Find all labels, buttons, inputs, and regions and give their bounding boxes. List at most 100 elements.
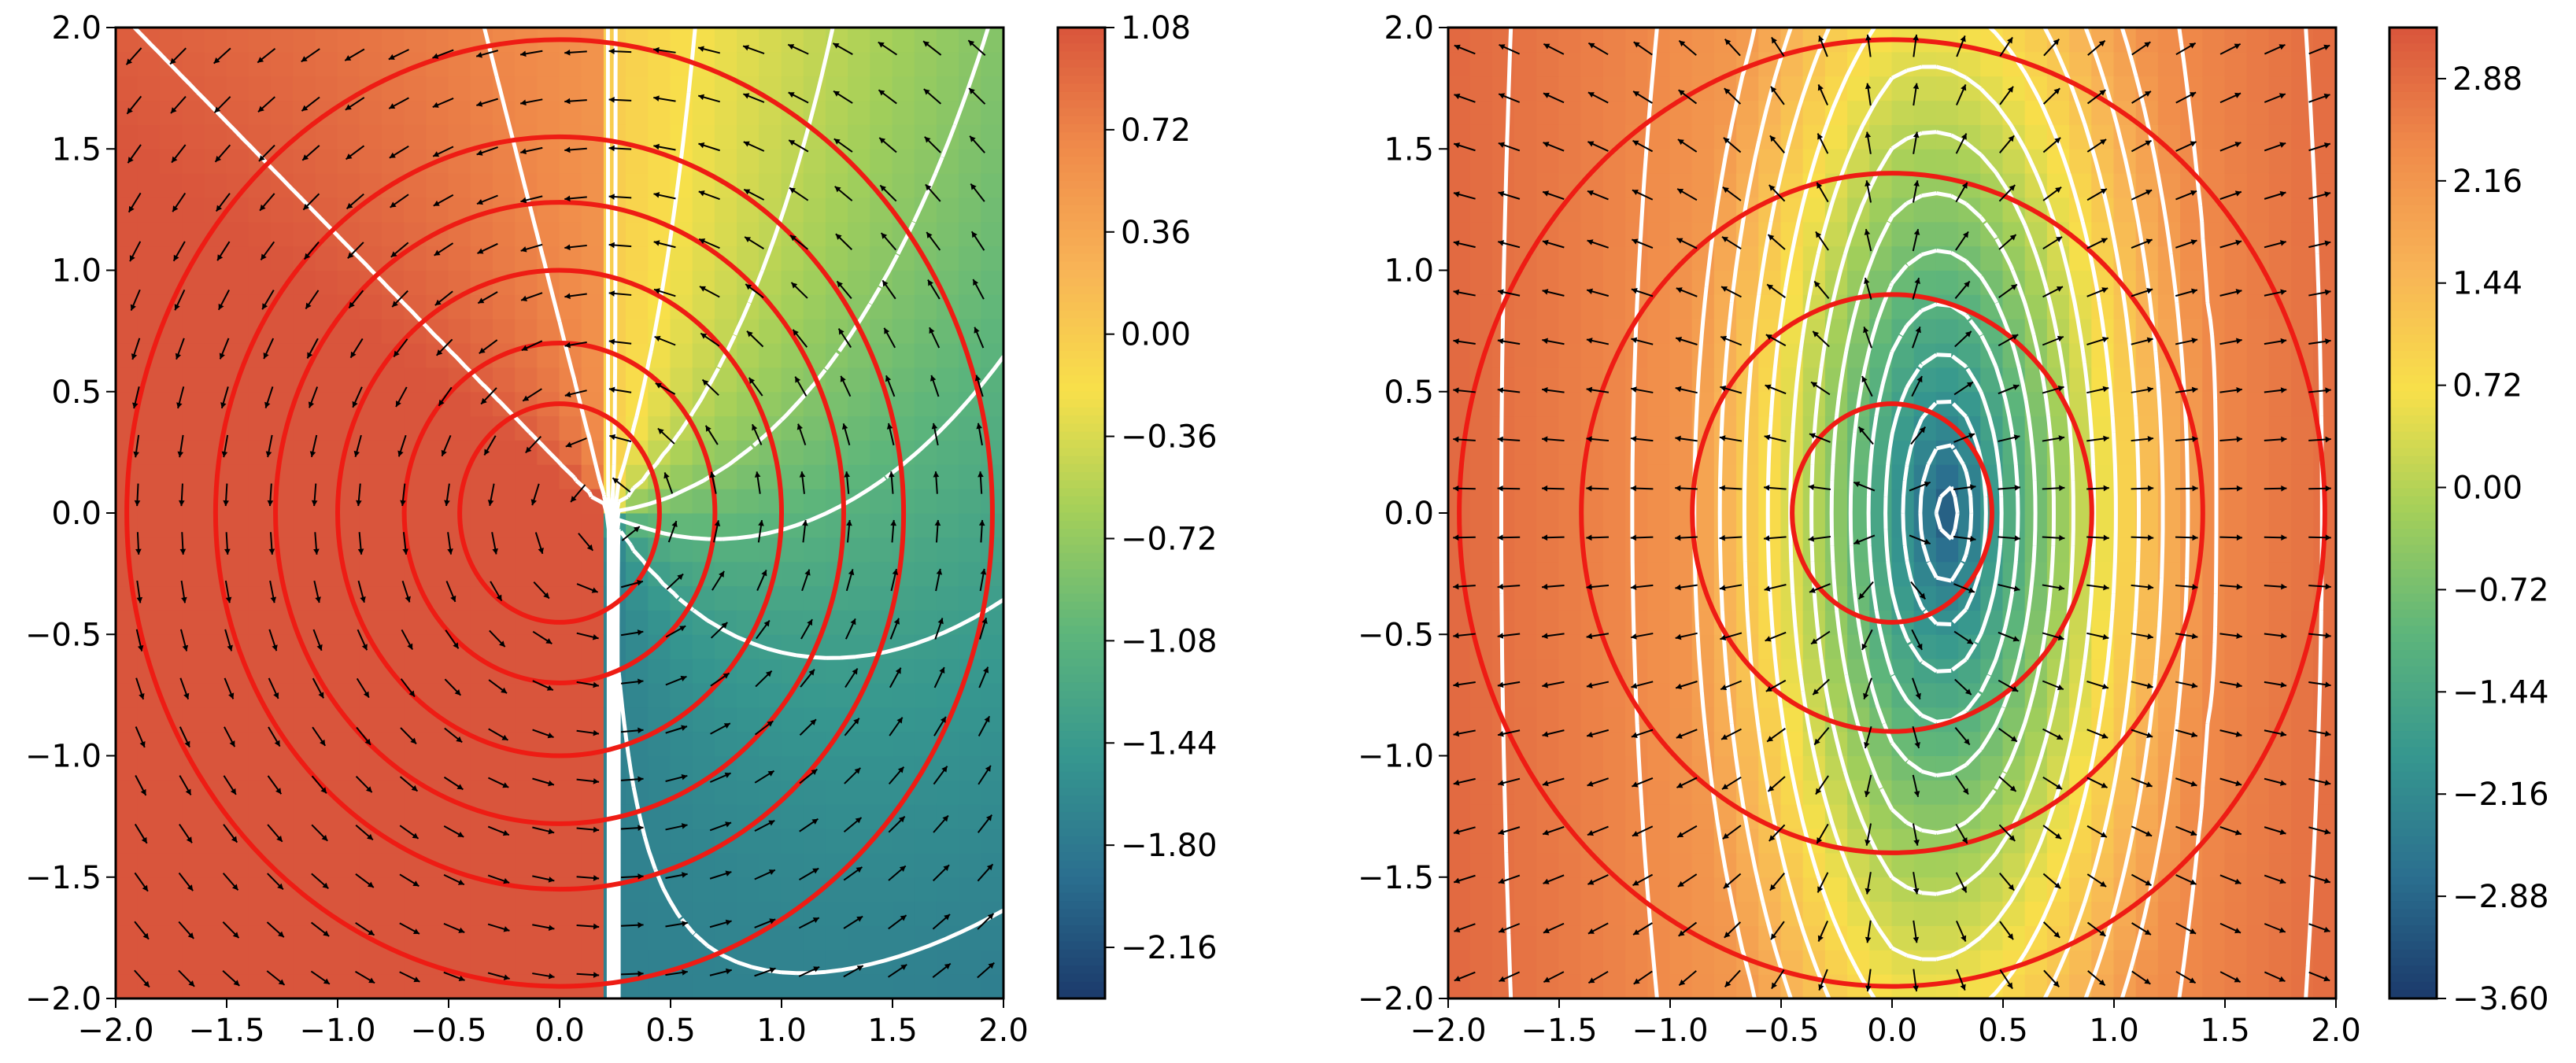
quiver-arrowhead [2324,779,2331,786]
quiver-arrowhead [2145,238,2153,245]
quiver-arrowhead [2145,880,2152,886]
x-tick-label: −1.5 [188,1013,264,1049]
quiver-arrowhead [2323,877,2330,884]
quiver-arrowhead [2054,137,2061,144]
quiver-arrowhead [411,785,418,792]
quiver-arrowhead [1632,140,1639,146]
quiver-arrowhead [267,500,274,507]
quiver-arrowhead [345,104,352,110]
quiver-arrowhead [698,190,705,197]
quiver-arrowhead [1676,287,1683,293]
quiver-arrowhead [1677,880,1684,887]
quiver-arrowhead [1817,837,1823,844]
quiver-arrowhead [2014,485,2020,491]
quiver-arrowhead [923,89,930,95]
quiver-arrowhead [681,773,688,781]
quiver-arrowhead [487,500,494,506]
quiver-arrowhead [1631,288,1638,294]
quiver-arrowhead [709,471,716,478]
quiver-arrowhead [402,548,409,555]
quiver-arrowhead [1588,977,1595,984]
quiver-arrowhead [1814,281,1820,288]
quiver-arrowhead [2010,736,2017,742]
quiver-arrowhead [2191,633,2198,640]
quiver-arrowhead [1453,534,1459,541]
quiver-arrowhead [143,980,150,987]
quiver-arrowhead [265,451,272,458]
quiver-arrowhead [1915,692,1921,699]
y-tick-label: −2.0 [25,981,102,1017]
quiver-arrowhead [453,642,459,649]
quiver-arrowhead [653,288,660,294]
quiver-arrowhead [1808,536,1815,542]
quiver-arrowhead [142,884,148,891]
quiver-arrowhead [129,255,135,262]
quiver-arrowhead [1454,142,1461,149]
quiver-arrowhead [397,450,404,457]
quiver-arrowhead [763,620,770,627]
quiver-arrowhead [745,284,752,290]
quiver-arrowhead [307,352,313,359]
quiver-arrowhead [2147,386,2153,393]
quiver-arrowhead [1817,182,1823,189]
quiver-arrowhead [261,253,267,260]
quiver-arrowhead [1679,40,1686,47]
quiver-arrowhead [1498,780,1505,786]
quiver-arrowhead [346,202,353,209]
contour-lines [1499,28,2324,998]
quiver-arrowhead [2192,485,2198,492]
quiver-arrowhead [1587,288,1593,295]
x-tick-label: 0.5 [1978,1013,2028,1049]
quiver-arrowhead [2281,534,2287,541]
quiver-arrowhead [2100,880,2107,887]
quiver-arrowhead [1543,142,1550,148]
quiver-arrowhead [1961,182,1968,189]
quiver-arrowhead [410,737,416,744]
quiver-arrowhead [564,293,571,300]
quiver-arrowhead [969,88,975,94]
quiver-arrowhead [1632,880,1639,886]
quiver-arrowhead [1630,485,1636,492]
quiver-arrowhead [2190,141,2197,147]
quiver-arrowhead [564,146,571,153]
quiver-arrowhead [1587,731,1593,738]
quiver-arrowhead [405,596,411,603]
quiver-arrowhead [1960,35,1966,42]
quiver-arrowhead [2192,436,2198,442]
quiver-arrowhead [810,719,816,725]
quiver-arrowhead [2190,190,2197,196]
quiver-arrowhead [2325,338,2331,345]
x-tick-label: 0.0 [534,1013,585,1049]
colorbar-tick-label: 2.88 [2452,61,2522,98]
quiver-arrowhead [2147,436,2154,442]
y-tick-label: −0.5 [25,617,102,653]
quiver-arrowhead [752,424,758,431]
quiver-arrowhead [986,864,993,871]
quiver-arrowhead [835,234,842,240]
quiver-arrowhead [1809,433,1816,439]
quiver-arrowhead [257,105,264,113]
quiver-arrowhead [214,106,221,113]
quiver-arrowhead [802,519,808,526]
quiver-arrowhead [1817,886,1824,893]
quiver-arrowhead [1542,239,1549,246]
quiver-arrowhead [765,670,772,677]
quiver-arrowhead [503,974,510,980]
quiver-arrowhead [1453,485,1459,492]
quiver-arrowhead [1858,592,1865,600]
quiver-arrowhead [1853,482,1861,488]
quiver-arrowhead [364,738,371,745]
quiver-arrowhead [974,375,981,382]
quiver-arrowhead [492,548,498,555]
quiver-arrowhead [217,254,224,261]
quiver-arrowhead [218,303,224,310]
y-tick-label: 0.5 [51,375,102,411]
quiver-arrowhead [2281,436,2287,443]
quiver-arrowhead [2190,92,2197,98]
red-circle [213,134,907,892]
quiver-arrowhead [637,579,643,586]
quiver-arrowhead [2098,979,2105,986]
quiver-arrowhead [1497,583,1503,590]
quiver-arrowhead [496,594,502,601]
